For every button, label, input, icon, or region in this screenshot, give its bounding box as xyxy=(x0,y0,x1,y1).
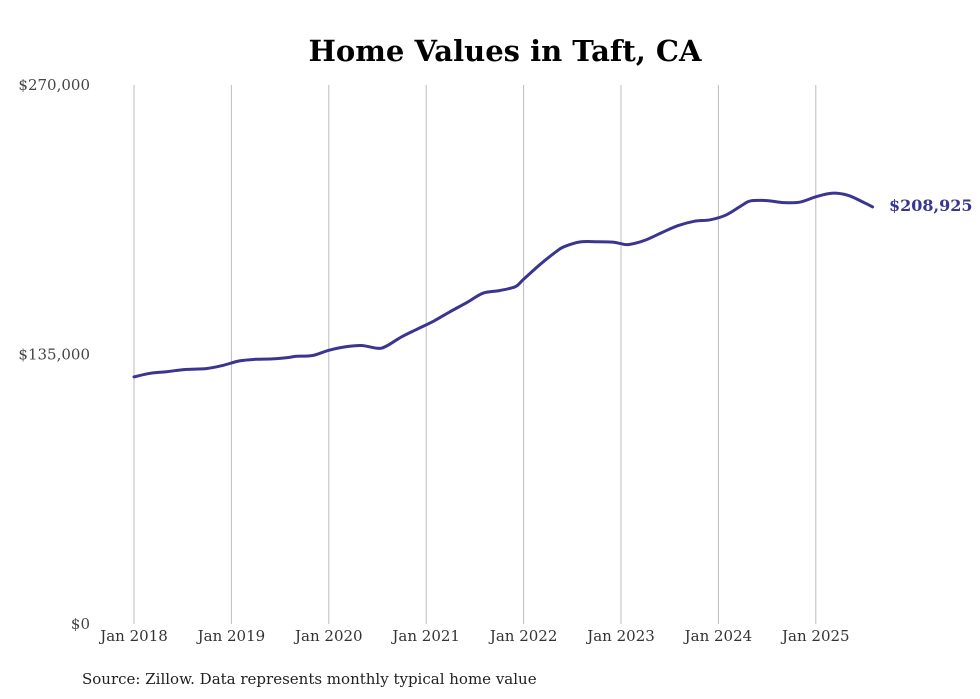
x-tick-label-6: Jan 2024 xyxy=(683,627,753,645)
y-tick-label-0: $0 xyxy=(71,615,90,633)
end-value-label: $208,925 xyxy=(889,196,973,215)
x-tick-label-2: Jan 2020 xyxy=(293,627,363,645)
x-tick-label-0: Jan 2018 xyxy=(98,627,168,645)
x-tick-label-4: Jan 2022 xyxy=(488,627,558,645)
vertical-gridlines xyxy=(133,85,817,624)
y-tick-label-2: $270,000 xyxy=(18,76,90,94)
y-tick-label-1: $135,000 xyxy=(18,346,90,364)
x-tick-label-1: Jan 2019 xyxy=(196,627,266,645)
series-layer xyxy=(132,191,875,379)
x-tick-label-7: Jan 2025 xyxy=(780,627,850,645)
x-tick-label-5: Jan 2023 xyxy=(585,627,655,645)
chart-title: Home Values in Taft, CA xyxy=(308,34,702,68)
series-line-0 xyxy=(132,191,875,379)
x-axis-tick-labels: Jan 2018 Jan 2019 Jan 2020 Jan 2021 Jan 2022… xyxy=(98,627,849,645)
x-tick-label-3: Jan 2021 xyxy=(390,627,460,645)
source-note: Source: Zillow. Data represents monthly … xyxy=(82,670,537,688)
y-axis-tick-labels: $0 $135,000 $270,000 xyxy=(18,76,90,633)
